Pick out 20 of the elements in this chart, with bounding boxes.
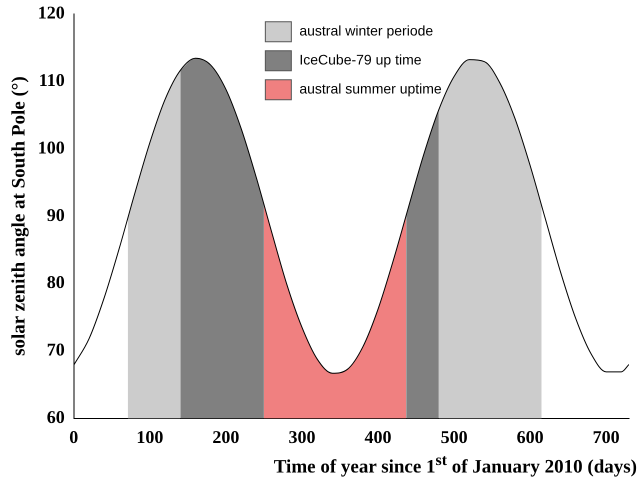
x-axis-title: Time of year since 1$^{st}$ of January 2010 (days) bbox=[274, 452, 637, 478]
x-tick-label: 0 bbox=[69, 426, 78, 447]
x-tick-label: 500 bbox=[440, 426, 468, 447]
y-axis-title: solar zenith angle at South Pole (°) bbox=[8, 76, 30, 356]
x-tick-label: 700 bbox=[592, 426, 620, 447]
x-tick-label: 600 bbox=[516, 426, 544, 447]
x-tick-label: 200 bbox=[212, 426, 240, 447]
y-tick-label: 80 bbox=[46, 272, 65, 292]
x-tick-label: 100 bbox=[136, 426, 164, 447]
y-tick-label: 70 bbox=[46, 340, 65, 360]
legend-label: austral winter periode bbox=[299, 22, 434, 39]
legend-label: IceCube-79 up time bbox=[299, 52, 422, 68]
x-tick-label: 300 bbox=[288, 426, 316, 447]
x-tick-label: 400 bbox=[364, 426, 392, 447]
y-tick-label: 110 bbox=[38, 70, 65, 90]
y-tick-label: 100 bbox=[38, 137, 65, 158]
y-tick-label: 60 bbox=[46, 407, 65, 428]
y-tick-label: 120 bbox=[38, 2, 65, 22]
legend-label: austral summer uptime bbox=[299, 80, 442, 97]
y-tick-label: 90 bbox=[46, 204, 65, 225]
